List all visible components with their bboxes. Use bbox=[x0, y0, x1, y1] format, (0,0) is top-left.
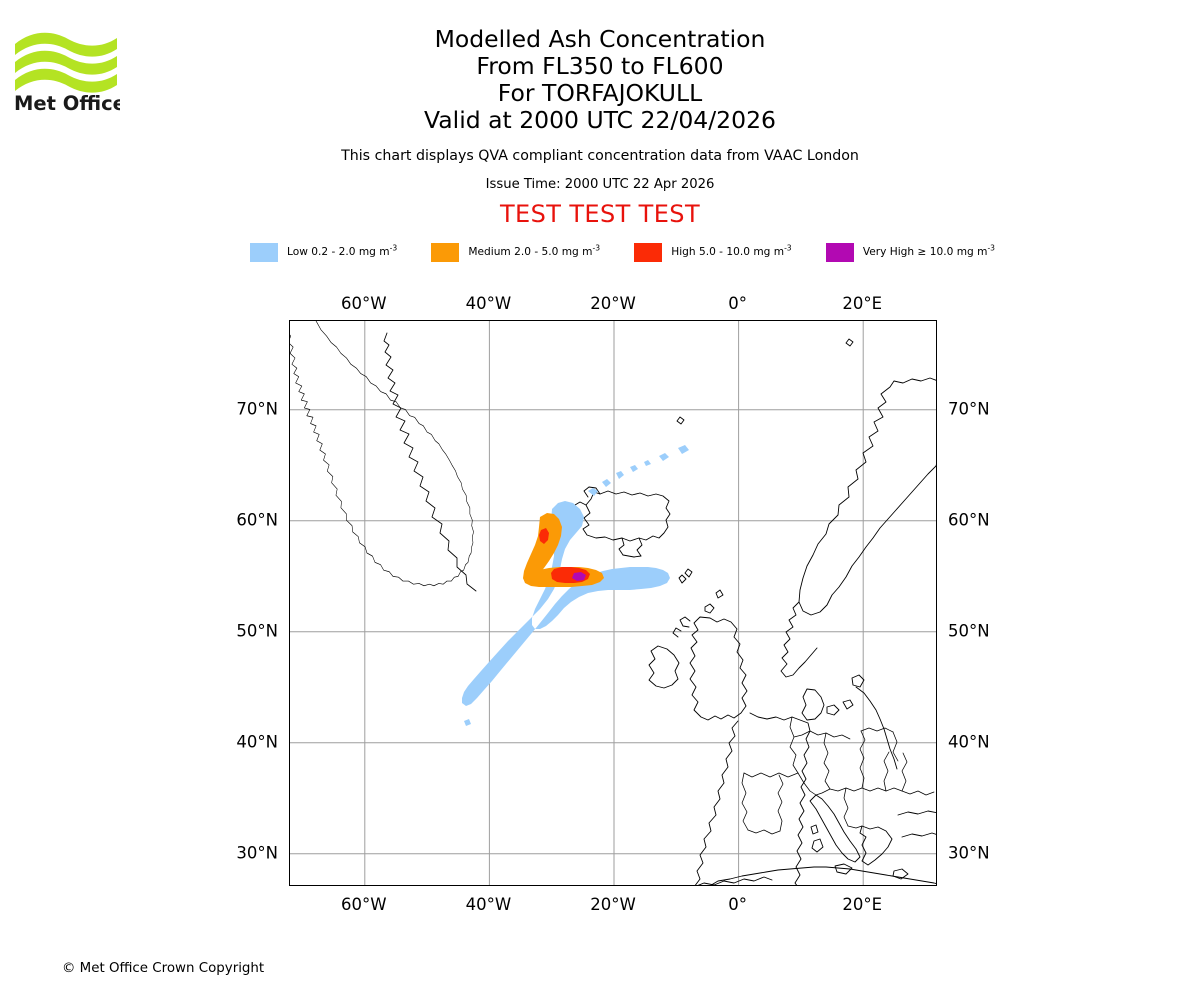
legend-label-very-high: Very High ≥ 10.0 mg m-3 bbox=[862, 243, 996, 258]
legend-entry-medium: Medium 2.0 - 5.0 mg m-3 bbox=[431, 241, 600, 263]
france-iberia-atlantic-coast bbox=[694, 720, 739, 885]
map-plot bbox=[290, 321, 936, 885]
gotland-island bbox=[851, 674, 865, 688]
lon-label-bottom-0: 60°W bbox=[340, 895, 387, 914]
lon-label-bottom-3: 0° bbox=[728, 895, 747, 914]
legend-entry-very-high: Very High ≥ 10.0 mg m-3 bbox=[825, 241, 996, 263]
lon-label-top-4: 20°E bbox=[842, 294, 883, 313]
crete-island bbox=[892, 868, 909, 880]
faroe-islands-south bbox=[678, 574, 687, 584]
ash-plume-very-high bbox=[572, 572, 586, 581]
legend-label-high: High 5.0 - 10.0 mg m-3 bbox=[671, 243, 792, 258]
legend-entry-high: High 5.0 - 10.0 mg m-3 bbox=[634, 241, 792, 263]
denmark-zealand bbox=[826, 704, 840, 716]
iceland-south-coast-detail bbox=[622, 554, 642, 558]
flight-level-line: From FL350 to FL600 bbox=[476, 52, 724, 80]
black-sea-south-coast bbox=[901, 832, 936, 838]
iceland-outline bbox=[582, 490, 671, 542]
svalbard-islet bbox=[845, 338, 854, 347]
orkney-islands bbox=[704, 603, 715, 614]
hebrides-south bbox=[672, 627, 682, 638]
concentration-legend: Low 0.2 - 2.0 mg m-3 Medium 2.0 - 5.0 mg … bbox=[250, 241, 995, 263]
lon-label-bottom-2: 20°W bbox=[590, 895, 636, 914]
lat-label-right-2: 50°N bbox=[948, 621, 990, 641]
country-borders bbox=[741, 716, 935, 835]
lat-label-left-2: 50°N bbox=[236, 621, 278, 641]
test-banner: TEST TEST TEST bbox=[499, 200, 700, 228]
outer-hebrides bbox=[679, 616, 691, 628]
map-container bbox=[289, 320, 937, 886]
legend-entry-low: Low 0.2 - 2.0 mg m-3 bbox=[250, 241, 397, 263]
iceland-north-peninsula bbox=[583, 486, 601, 498]
scandinavia-outline bbox=[798, 377, 936, 616]
italy-outline bbox=[809, 794, 861, 863]
issue-time: Issue Time: 2000 UTC 22 Apr 2026 bbox=[485, 177, 715, 192]
page-title: Modelled Ash Concentration bbox=[434, 25, 766, 53]
great-britain-outline bbox=[689, 616, 748, 721]
greenland-outline bbox=[290, 321, 474, 587]
lon-label-top-0: 60°W bbox=[340, 294, 387, 313]
black-sea-north-coast bbox=[897, 810, 936, 816]
qva-note: This chart displays QVA compliant concen… bbox=[341, 148, 859, 164]
met-office-logo: Met Office bbox=[12, 22, 120, 114]
lon-label-top-3: 0° bbox=[728, 294, 747, 313]
ash-plume-low bbox=[462, 445, 689, 726]
jan-mayen-island bbox=[676, 416, 685, 425]
iceland-south-detail bbox=[618, 537, 625, 556]
map-frame bbox=[289, 320, 937, 886]
lat-label-right-1: 60°N bbox=[948, 510, 990, 530]
sicily-island bbox=[834, 863, 853, 875]
balkans-greece-outline bbox=[859, 825, 893, 866]
lon-label-bottom-1: 40°W bbox=[465, 895, 512, 914]
volcano-line: For TORFAJOKULL bbox=[497, 79, 703, 107]
met-office-logo-svg: Met Office bbox=[14, 32, 120, 114]
greenland-east-coast bbox=[383, 332, 477, 592]
lon-label-top-1: 40°W bbox=[465, 294, 512, 313]
legend-swatch-high bbox=[634, 242, 663, 262]
norway-southwest-coast bbox=[780, 601, 818, 678]
logo-waves bbox=[15, 32, 117, 93]
corsica-island bbox=[810, 824, 819, 835]
denmark-jutland bbox=[801, 688, 825, 721]
legend-swatch-medium bbox=[431, 242, 460, 262]
legend-label-medium: Medium 2.0 - 5.0 mg m-3 bbox=[468, 243, 601, 258]
lon-label-bottom-4: 20°E bbox=[842, 895, 883, 914]
logo-wordmark: Met Office bbox=[14, 92, 120, 114]
chart-header: Modelled Ash Concentration From FL350 to… bbox=[160, 25, 1040, 229]
europe-coast-north-to-alps bbox=[749, 712, 811, 885]
iceland-south-detail-2 bbox=[636, 537, 643, 557]
legend-swatch-very-high bbox=[825, 242, 854, 262]
sardinia-island bbox=[811, 838, 824, 853]
north-africa-coast bbox=[710, 866, 936, 885]
coastlines bbox=[290, 321, 936, 885]
lat-label-right-4: 30°N bbox=[948, 843, 990, 863]
map-gridlines bbox=[290, 321, 936, 885]
denmark-island bbox=[842, 699, 854, 710]
copyright-footer: © Met Office Crown Copyright bbox=[62, 961, 265, 976]
shetland-islands bbox=[715, 589, 724, 599]
lat-label-left-4: 30°N bbox=[236, 843, 278, 863]
lat-label-right-3: 40°N bbox=[948, 732, 990, 752]
ireland-outline bbox=[648, 645, 680, 689]
valid-time-line: Valid at 2000 UTC 22/04/2026 bbox=[424, 106, 776, 134]
legend-label-low: Low 0.2 - 2.0 mg m-3 bbox=[287, 243, 398, 258]
iberia-south-coast bbox=[697, 876, 773, 885]
legend-swatch-low bbox=[250, 242, 278, 262]
lat-label-left-0: 70°N bbox=[236, 399, 278, 419]
lat-label-left-1: 60°N bbox=[236, 510, 278, 530]
faroe-islands bbox=[684, 568, 693, 578]
lat-label-left-3: 40°N bbox=[236, 732, 278, 752]
lat-label-right-0: 70°N bbox=[948, 399, 990, 419]
lon-label-top-2: 20°W bbox=[590, 294, 636, 313]
baltic-east-coast bbox=[855, 686, 898, 770]
